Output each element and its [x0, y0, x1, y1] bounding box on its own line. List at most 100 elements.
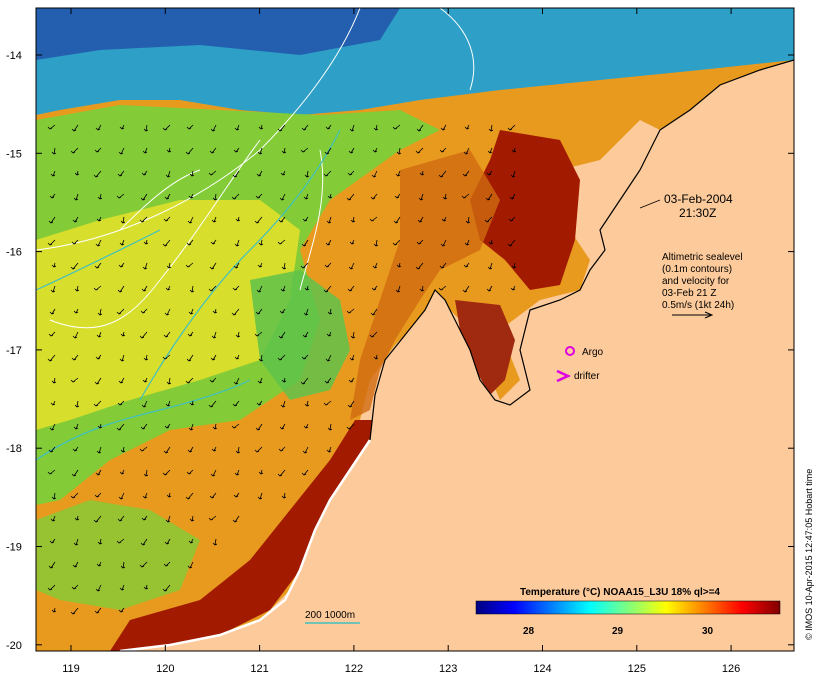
velocity-arrow — [208, 400, 217, 408]
velocity-arrow — [278, 216, 286, 223]
velocity-arrow — [162, 354, 171, 360]
velocity-arrow — [256, 170, 263, 177]
velocity-arrow — [96, 216, 102, 222]
velocity-arrow — [51, 377, 57, 384]
velocity-arrow — [324, 377, 332, 384]
velocity-arrow — [188, 193, 194, 199]
velocity-arrow — [509, 193, 516, 200]
velocity-arrow — [346, 423, 355, 430]
velocity-arrow — [50, 170, 56, 177]
velocity-arrow — [235, 446, 241, 454]
lon-tick-label: 119 — [62, 663, 80, 675]
velocity-arrow — [94, 262, 102, 269]
velocity-arrow — [255, 193, 263, 199]
velocity-arrow — [258, 354, 264, 362]
velocity-arrow — [234, 354, 240, 360]
sealevel-contours — [36, 8, 475, 329]
velocity-arrow — [235, 216, 241, 222]
velocity-arrow — [186, 124, 194, 130]
latitude-axis: -14 -15 -16 -17 -18 -19 -20 — [6, 50, 794, 652]
velocity-arrow — [233, 262, 240, 269]
velocity-arrow — [50, 400, 56, 406]
velocity-arrow — [117, 285, 125, 293]
velocity-arrow — [119, 124, 125, 130]
velocity-arrow — [300, 377, 309, 385]
velocity-arrow — [118, 377, 125, 384]
lat-tick-label: -20 — [6, 640, 22, 652]
velocity-arrow — [463, 147, 470, 155]
velocity-arrow — [185, 492, 194, 500]
velocity-arrow — [257, 147, 263, 155]
velocity-arrow — [370, 193, 378, 200]
info-line-2: (0.1m contours) — [662, 264, 732, 275]
velocity-arrow — [394, 193, 401, 199]
velocity-arrow — [488, 239, 494, 245]
velocity-arrow — [187, 216, 194, 224]
velocity-arrow — [416, 124, 424, 132]
land-mask — [120, 60, 794, 651]
velocity-arrow — [277, 124, 286, 132]
velocity-arrow — [48, 561, 56, 569]
velocity-arrow — [142, 262, 148, 270]
velocity-arrow — [210, 124, 217, 132]
velocity-arrow — [142, 377, 148, 383]
velocity-arrow — [233, 377, 240, 385]
velocity-arrow — [278, 446, 286, 452]
velocity-arrow — [95, 584, 102, 592]
velocity-arrow — [304, 285, 310, 291]
velocity-arrow — [74, 170, 80, 176]
velocity-arrow — [73, 308, 79, 314]
velocity-arrow — [347, 170, 355, 176]
velocity-arrow — [72, 216, 79, 223]
velocity-arrow — [302, 216, 309, 222]
velocity-arrow — [373, 354, 379, 360]
velocity-arrow — [300, 147, 309, 153]
velocity-arrow — [302, 446, 309, 454]
drifter-marker — [556, 369, 572, 383]
velocity-arrow — [166, 377, 172, 385]
velocity-arrow — [189, 515, 195, 522]
velocity-arrow — [116, 193, 125, 199]
velocity-arrow — [393, 216, 401, 224]
info-line-4: 03-Feb 21 Z — [662, 288, 716, 299]
velocity-arrow — [257, 492, 263, 500]
velocity-arrow — [327, 193, 333, 199]
velocity-arrow — [234, 124, 240, 131]
velocity-arrow — [95, 239, 102, 247]
velocity-arrow — [415, 147, 424, 154]
velocity-arrow — [488, 124, 494, 132]
velocity-arrow — [507, 239, 516, 247]
velocity-arrow — [49, 193, 56, 199]
velocity-arrow — [70, 607, 79, 615]
velocity-arrow — [281, 492, 287, 499]
velocity-arrow — [323, 400, 332, 406]
velocity-arrow — [96, 331, 102, 338]
velocity-arrow — [258, 469, 264, 475]
velocity-arrow — [395, 170, 401, 177]
velocity-arrow — [507, 124, 516, 131]
lon-tick-label: 125 — [628, 663, 646, 675]
velocity-arrow — [417, 216, 424, 223]
velocity-arrow — [94, 147, 102, 153]
velocity-arrow — [462, 170, 470, 177]
velocity-arrow — [95, 354, 102, 360]
velocity-arrow — [232, 170, 240, 178]
velocity-arrow — [235, 331, 241, 338]
velocity-arrow — [212, 308, 218, 314]
plot-border — [35, 7, 795, 652]
date-line-2: 21:30Z — [679, 206, 716, 220]
lat-tick-label: -18 — [6, 443, 22, 455]
sst-hot-king-sound — [455, 300, 515, 395]
velocity-arrow — [93, 400, 102, 407]
velocity-arrow — [350, 216, 356, 223]
velocity-arrow — [163, 561, 171, 567]
velocity-arrow — [166, 147, 172, 153]
velocity-arrow — [118, 147, 125, 155]
velocity-arrow — [231, 308, 240, 316]
velocity-arrow — [164, 193, 171, 200]
velocity-arrow — [461, 193, 470, 199]
velocity-arrow — [47, 239, 56, 246]
velocity-arrow — [164, 538, 171, 545]
velocity-arrow — [303, 193, 309, 200]
